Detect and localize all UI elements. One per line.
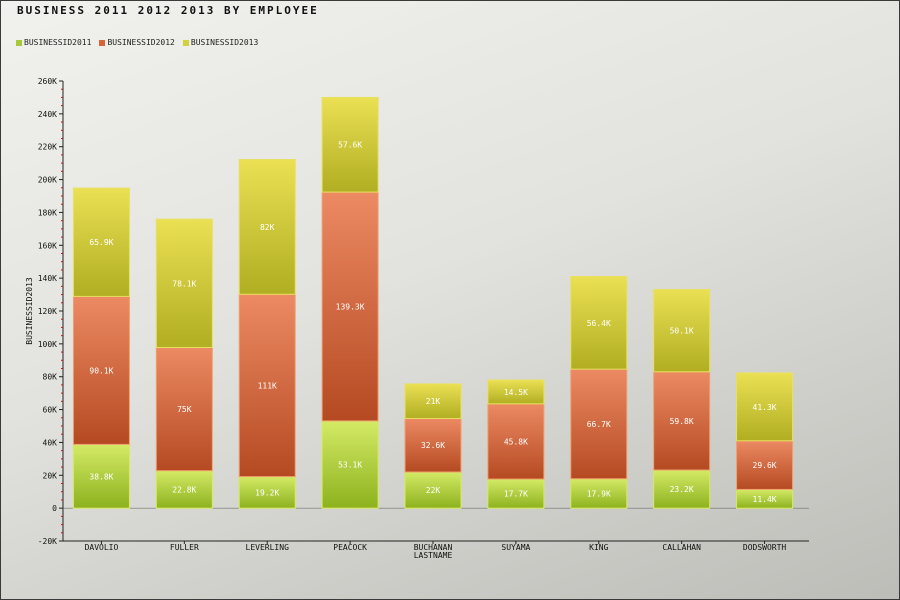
- data-label: 14.5K: [504, 388, 528, 397]
- y-tick-label: 220K: [38, 143, 57, 152]
- y-tick-label: 240K: [38, 110, 57, 119]
- x-tick-label: FULLER: [170, 543, 199, 552]
- x-tick-label: DODSWORTH: [743, 543, 787, 552]
- x-tick-label: DAVOLIO: [85, 543, 119, 552]
- data-label: 139.3K: [336, 302, 365, 311]
- bar-segment[interactable]: [72, 187, 130, 297]
- bar-segment[interactable]: [404, 417, 462, 473]
- legend: BUSINESSID2011 BUSINESSID2012 BUSINESSID…: [16, 38, 258, 47]
- bars: 38.8K 90.1K 65.9K 22.8K 75K 78.1K 19.2K 111K 82K…: [72, 96, 794, 509]
- data-label: 22.8K: [172, 485, 196, 494]
- y-tick-label: 260K: [38, 77, 57, 86]
- legend-label-2011: BUSINESSID2011: [24, 38, 92, 47]
- data-label: 17.9K: [587, 489, 611, 498]
- bar-segment[interactable]: [155, 470, 213, 509]
- bar-segment[interactable]: [155, 218, 213, 348]
- bar-segment[interactable]: [570, 368, 628, 480]
- axes: -20K 0 20K 40K 60K 80K 100K 120K 140K 160K 180K 200…: [38, 77, 809, 546]
- y-tick-label: 180K: [38, 208, 57, 217]
- y-tick-label: 80K: [43, 373, 58, 382]
- data-label: 59.8K: [670, 417, 694, 426]
- x-tick-label: PEACOCK: [333, 543, 367, 552]
- bar-segment[interactable]: [321, 96, 379, 193]
- x-tick-label: BUCHANAN: [414, 543, 453, 552]
- data-label: 82K: [260, 223, 275, 232]
- data-label: 23.2K: [670, 485, 694, 494]
- data-label: 65.9K: [89, 238, 113, 247]
- bar-segment[interactable]: [487, 379, 545, 405]
- data-label: 57.6K: [338, 141, 362, 150]
- y-axis-title: BUSINESSID2013: [25, 277, 34, 345]
- data-label: 21K: [426, 397, 441, 406]
- x-tick-label: CALLAHAN: [662, 543, 701, 552]
- bar-segment[interactable]: [321, 420, 379, 509]
- x-tick-label: KING: [589, 543, 608, 552]
- y-tick-label: 60K: [43, 406, 58, 415]
- data-label: 22K: [426, 486, 441, 495]
- y-tick-label: -20K: [38, 537, 57, 546]
- data-label: 41.3K: [753, 403, 777, 412]
- bar-segment[interactable]: [736, 440, 794, 490]
- data-label: 53.1K: [338, 461, 362, 470]
- y-tick-label: 200K: [38, 176, 57, 185]
- bar-segment[interactable]: [570, 276, 628, 370]
- bar-segment[interactable]: [404, 471, 462, 509]
- bar-segment[interactable]: [653, 469, 711, 509]
- data-label: 56.4K: [587, 319, 611, 328]
- y-tick-label: 160K: [38, 241, 57, 250]
- legend-item-2011[interactable]: BUSINESSID2011: [16, 38, 91, 47]
- data-label: 19.2K: [255, 488, 279, 497]
- bar-segment[interactable]: [321, 191, 379, 422]
- category-labels: DAVOLIO FULLER LEVERLING PEACOCK BUCHANANLAS…: [85, 541, 787, 560]
- data-label: 78.1K: [172, 279, 196, 288]
- data-label: 11.4K: [753, 495, 777, 504]
- data-label: 50.1K: [670, 327, 694, 336]
- x-tick-label: LASTNAME: [414, 551, 453, 560]
- legend-swatch-2013: [182, 39, 189, 46]
- y-tick-label: 0: [52, 504, 57, 513]
- y-tick-label: 40K: [43, 438, 58, 447]
- x-tick-label: LEVERLING: [246, 543, 290, 552]
- bar-segment[interactable]: [736, 372, 794, 442]
- data-label: 66.7K: [587, 420, 611, 429]
- y-tick-label: 20K: [43, 471, 58, 480]
- legend-label-2012: BUSINESSID2012: [107, 38, 175, 47]
- bar-segment[interactable]: [653, 288, 711, 373]
- y-tick-label: 140K: [38, 274, 57, 283]
- legend-swatch-2012: [99, 39, 106, 46]
- data-label: 17.7K: [504, 490, 528, 499]
- data-label: 32.6K: [421, 441, 445, 450]
- legend-label-2013: BUSINESSID2013: [190, 38, 259, 47]
- chart-title: BUSINESS 2011 2012 2013 BY EMPLOYEE: [17, 4, 319, 17]
- data-label: 29.6K: [753, 461, 777, 470]
- bar-segment[interactable]: [653, 371, 711, 471]
- data-label: 90.1K: [89, 366, 113, 375]
- bar-segment[interactable]: [155, 346, 213, 472]
- data-label: 45.8K: [504, 437, 528, 446]
- legend-swatch-2011: [16, 39, 22, 46]
- bar-segment[interactable]: [238, 293, 296, 478]
- data-label: 38.8K: [89, 472, 113, 481]
- y-tick-label: 100K: [38, 340, 57, 349]
- bar-segment[interactable]: [238, 159, 296, 295]
- data-label: 75K: [177, 405, 192, 414]
- bar-segment[interactable]: [238, 476, 296, 509]
- legend-item-2013[interactable]: BUSINESSID2013: [182, 38, 259, 47]
- bar-segment[interactable]: [404, 383, 462, 419]
- x-tick-label: SUYAMA: [501, 543, 530, 552]
- legend-item-2012[interactable]: BUSINESSID2012: [99, 38, 175, 47]
- data-label: 111K: [258, 381, 277, 390]
- bar-segment[interactable]: [570, 478, 628, 509]
- y-tick-label: 120K: [38, 307, 57, 316]
